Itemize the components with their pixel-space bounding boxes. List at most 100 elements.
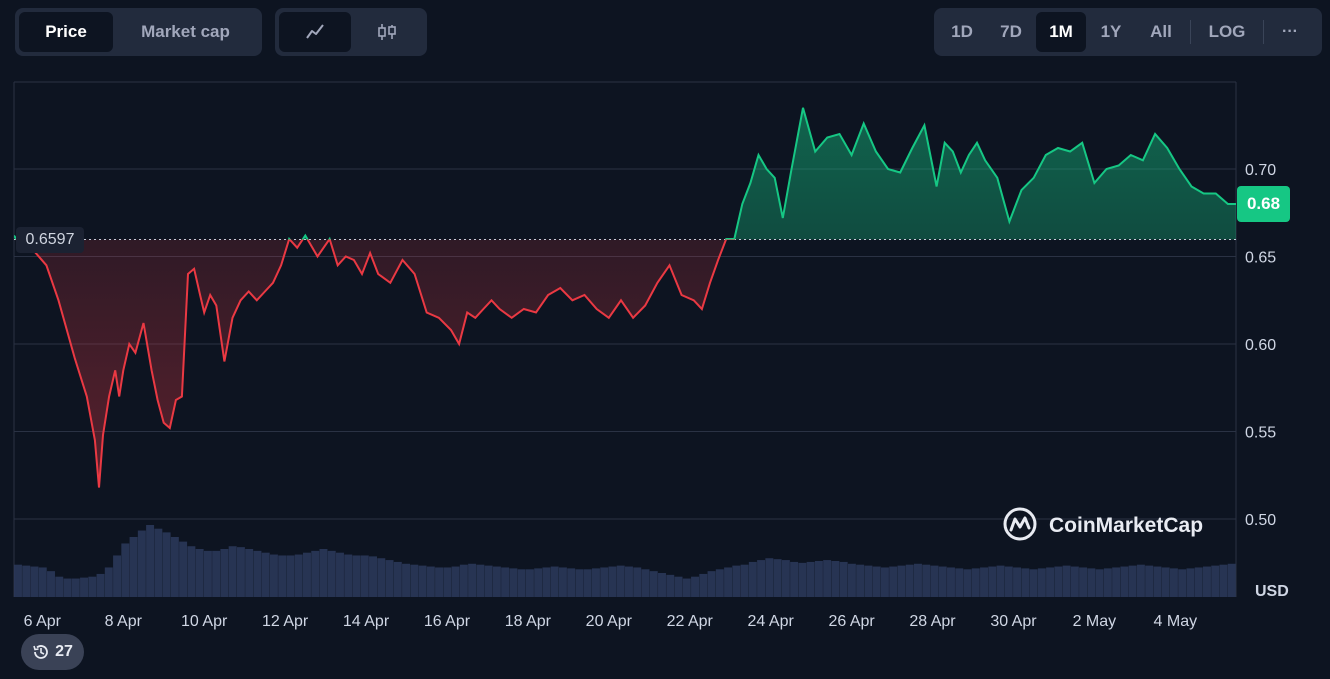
- x-tick-label: 6 Apr: [24, 613, 62, 630]
- volume-bar: [823, 560, 832, 597]
- volume-bar: [864, 565, 873, 597]
- range-1d[interactable]: 1D: [951, 22, 973, 41]
- volume-bar: [880, 567, 889, 597]
- volume-bar: [162, 532, 171, 597]
- volume-bar: [567, 568, 576, 597]
- x-tick-label: 4 May: [1154, 613, 1198, 630]
- x-tick-label: 22 Apr: [667, 613, 714, 630]
- history-count: 27: [55, 643, 73, 660]
- volume-bar: [600, 567, 609, 597]
- volume-bar: [691, 576, 700, 597]
- history-clock-icon: [33, 645, 48, 659]
- volume-bar: [682, 578, 691, 597]
- volume-bar: [402, 563, 411, 597]
- volume-bar: [476, 564, 485, 597]
- volume-bar: [1194, 567, 1203, 597]
- volume-bar: [517, 569, 526, 597]
- more-options-button[interactable]: ···: [1282, 23, 1298, 40]
- volume-bar: [1004, 566, 1013, 597]
- volume-bar: [798, 562, 807, 597]
- volume-bar: [1046, 567, 1055, 597]
- volume-bar: [1202, 566, 1211, 597]
- volume-bar: [1128, 565, 1137, 597]
- candlestick-chart-button[interactable]: [351, 12, 423, 52]
- volume-bar: [980, 567, 988, 597]
- volume-bar: [418, 565, 427, 597]
- volume-bar: [327, 550, 336, 597]
- price-area-above-baseline: [14, 107, 1236, 240]
- volume-bar: [1112, 567, 1121, 597]
- x-tick-label: 18 Apr: [505, 613, 552, 630]
- range-toggle: 1D 7D 1M 1Y All LOG ···: [934, 8, 1322, 56]
- range-7d[interactable]: 7D: [1000, 22, 1022, 41]
- volume-bar: [773, 559, 782, 597]
- volume-bar: [963, 569, 972, 597]
- volume-bar: [839, 561, 848, 597]
- volume-bar: [253, 550, 262, 597]
- volume-bar: [1211, 565, 1220, 597]
- volume-bar: [1136, 564, 1145, 597]
- volume-bar: [658, 573, 666, 597]
- x-tick-label: 12 Apr: [262, 613, 309, 630]
- volume-bar: [558, 567, 567, 597]
- volume-bar: [137, 530, 146, 597]
- volume-bar: [872, 566, 881, 597]
- volume-bar: [765, 558, 774, 597]
- volume-bar: [96, 573, 105, 597]
- volume-bar: [550, 566, 559, 597]
- watermark-text: CoinMarketCap: [1049, 514, 1203, 537]
- volume-bar: [1227, 563, 1236, 597]
- volume-bar: [179, 541, 188, 597]
- volume-bar: [732, 565, 741, 597]
- volume-bar: [203, 550, 212, 597]
- volume-bar: [360, 555, 369, 597]
- log-scale-button[interactable]: LOG: [1208, 22, 1246, 41]
- volume-bar: [996, 565, 1005, 597]
- metric-toggle: Price Market cap: [15, 8, 262, 56]
- volume-bar: [1021, 568, 1030, 597]
- volume-bar: [336, 552, 344, 597]
- y-tick-label: 0.70: [1245, 162, 1276, 179]
- range-1m[interactable]: 1M: [1036, 12, 1086, 52]
- price-tab[interactable]: Price: [19, 12, 113, 52]
- line-chart-button[interactable]: [279, 12, 351, 52]
- x-tick-label: 28 Apr: [909, 613, 956, 630]
- volume-bar: [699, 573, 708, 597]
- range-1y[interactable]: 1Y: [1100, 22, 1122, 41]
- volume-bar: [154, 528, 163, 597]
- toolbar-divider: [1263, 20, 1264, 44]
- x-tick-label: 20 Apr: [586, 613, 633, 630]
- volume-bar: [269, 554, 278, 597]
- x-tick-label: 26 Apr: [828, 613, 875, 630]
- range-all[interactable]: All: [1150, 22, 1172, 41]
- volume-bar: [1161, 567, 1170, 597]
- volume-bar: [344, 554, 353, 597]
- volume-bar: [988, 566, 997, 597]
- volume-bar: [369, 556, 377, 597]
- volume-bar: [377, 558, 386, 597]
- volume-bar: [666, 574, 675, 597]
- volume-bar: [146, 525, 155, 597]
- price-line-up: [14, 107, 1236, 240]
- volume-bar: [1219, 564, 1228, 597]
- volume-bar: [897, 565, 906, 597]
- volume-bar: [393, 561, 402, 597]
- x-tick-label: 14 Apr: [343, 613, 390, 630]
- volume-bar: [121, 543, 130, 597]
- volume-bar: [542, 567, 551, 597]
- volume-bar: [1062, 565, 1071, 597]
- volume-bar: [1087, 568, 1096, 597]
- volume-bar: [113, 555, 122, 597]
- x-tick-label: 2 May: [1073, 613, 1117, 630]
- volume-bar: [575, 569, 584, 597]
- market-cap-tab[interactable]: Market cap: [141, 22, 230, 41]
- volume-bar: [63, 578, 72, 597]
- volume-bar: [385, 560, 394, 597]
- x-tick-label: 16 Apr: [424, 613, 471, 630]
- history-button[interactable]: 27: [21, 634, 84, 670]
- volume-bar: [1013, 567, 1022, 597]
- price-area-below-baseline: [14, 239, 1236, 488]
- volume-bar: [1103, 568, 1112, 597]
- volume-bar: [831, 561, 840, 597]
